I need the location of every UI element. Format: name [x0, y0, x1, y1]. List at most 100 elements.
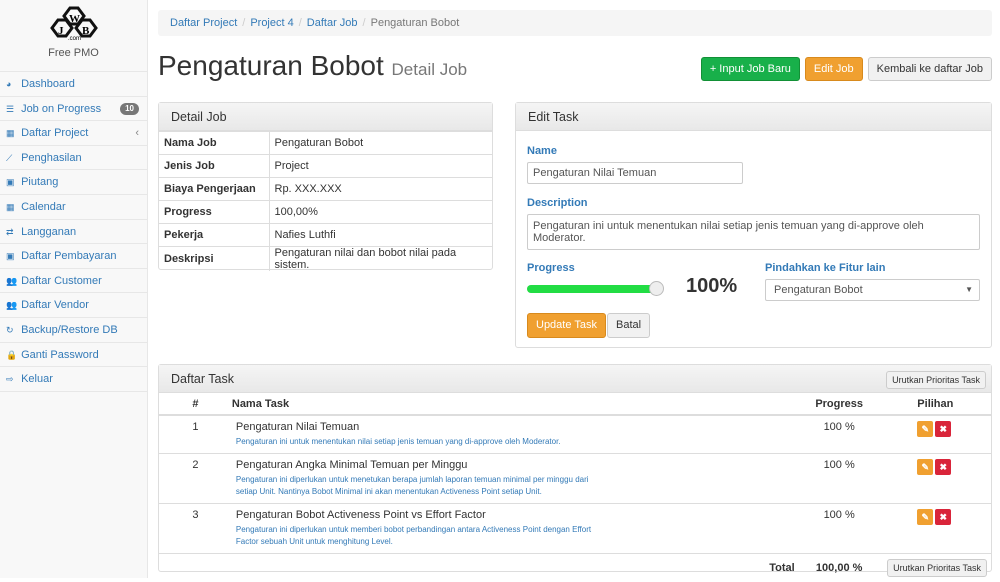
svg-text:B: B — [82, 25, 90, 37]
detail-key: Deskripsi — [159, 247, 269, 272]
breadcrumb-daftar-job[interactable]: Daftar Job — [307, 17, 358, 29]
task-list-panel: Daftar Task Urutkan Prioritas Task # Nam… — [158, 364, 992, 572]
detail-key: Progress — [159, 201, 269, 224]
sidebar-item-label: Calendar — [21, 201, 66, 213]
sidebar-item-piutang[interactable]: ▣ Piutang — [0, 170, 147, 195]
col-task-name: Nama Task — [232, 393, 799, 415]
caret-down-icon: ▼ — [965, 280, 973, 300]
sidebar-item-backup-restore-db[interactable]: ↻ Backup/Restore DB — [0, 318, 147, 343]
table-row: 3 Pengaturan Bobot Activeness Point vs E… — [159, 504, 991, 554]
calendar-icon: ▦ — [6, 195, 18, 219]
chevron-left-icon[interactable]: ‹ — [135, 121, 139, 145]
svg-text:.com: .com — [68, 36, 81, 42]
sidebar-item-daftar-project[interactable]: ▦ Daftar Project‹ — [0, 121, 147, 146]
sidebar-item-dashboard[interactable]: ◕ Dashboard — [0, 72, 147, 97]
task-description: Pengaturan ini diperlukan untuk menetuka… — [236, 474, 599, 498]
progress-slider-handle[interactable] — [649, 281, 664, 296]
task-description: Pengaturan ini diperlukan untuk memberi … — [236, 524, 599, 548]
sign-out-icon: ⇨ — [6, 367, 18, 391]
sidebar-item-daftar-pembayaran[interactable]: ▣ Daftar Pembayaran — [0, 244, 147, 269]
breadcrumb-project[interactable]: Project 4 — [250, 17, 293, 29]
move-feature-select[interactable]: Pengaturan Bobot▼ — [765, 279, 980, 301]
sidebar-item-daftar-customer[interactable]: 👥 Daftar Customer — [0, 269, 147, 294]
task-table: # Nama Task Progress Pilihan 1 Pengatura… — [159, 393, 991, 582]
sidebar-item-label: Daftar Vendor — [21, 299, 89, 311]
detail-value: Project — [269, 155, 492, 178]
sidebar: J W B .com Free PMO ◕ Dashboard☰ Job on … — [0, 0, 148, 578]
detail-value: Pengaturan nilai dan bobot nilai pada si… — [269, 247, 492, 272]
delete-icon[interactable]: ✖ — [935, 421, 951, 437]
task-progress: 100 % — [799, 415, 880, 454]
cancel-button[interactable]: Batal — [607, 313, 650, 338]
task-number: 2 — [159, 454, 232, 504]
sidebar-item-daftar-vendor[interactable]: 👥 Daftar Vendor — [0, 293, 147, 318]
task-name: Pengaturan Bobot Activeness Point vs Eff… — [236, 509, 599, 521]
line-chart-icon: ⟋ — [6, 146, 18, 170]
progress-slider[interactable] — [527, 285, 657, 293]
edit-icon[interactable]: ✎ — [917, 421, 933, 437]
edit-job-button[interactable]: Edit Job — [805, 57, 863, 81]
detail-key: Nama Job — [159, 132, 269, 155]
back-to-job-list-button[interactable]: Kembali ke daftar Job — [868, 57, 992, 81]
progress-slider-fill — [527, 285, 657, 293]
table-row: 2 Pengaturan Angka Minimal Temuan per Mi… — [159, 454, 991, 504]
sidebar-item-penghasilan[interactable]: ⟋ Penghasilan — [0, 146, 147, 171]
breadcrumb-current: Pengaturan Bobot — [371, 17, 460, 29]
task-description: Pengaturan ini untuk menentukan nilai se… — [236, 436, 599, 448]
svg-text:W: W — [69, 13, 80, 25]
jwb-logo-icon: J W B .com — [44, 6, 104, 42]
detail-key: Jenis Job — [159, 155, 269, 178]
breadcrumb-daftar-project[interactable]: Daftar Project — [170, 17, 237, 29]
page-subtitle: Detail Job — [392, 60, 468, 79]
panel-title: Detail Job — [159, 103, 492, 131]
count-badge: 10 — [120, 103, 139, 115]
sort-priority-button[interactable]: Urutkan Prioritas Task — [886, 371, 986, 389]
sort-priority-button-bottom[interactable]: Urutkan Prioritas Task — [887, 559, 987, 577]
name-label: Name — [527, 145, 557, 157]
sidebar-item-label: Daftar Pembayaran — [21, 250, 116, 262]
task-progress: 100 % — [799, 454, 880, 504]
panel-title: Edit Task — [516, 103, 991, 131]
detail-key: Pekerja — [159, 224, 269, 247]
delete-icon[interactable]: ✖ — [935, 459, 951, 475]
page-title: Pengaturan Bobot Detail Job — [158, 50, 467, 82]
edit-icon[interactable]: ✎ — [917, 459, 933, 475]
progress-value: 100% — [686, 275, 737, 298]
sidebar-item-label: Backup/Restore DB — [21, 324, 118, 336]
description-label: Description — [527, 197, 588, 209]
app-name: Free PMO — [0, 47, 147, 59]
move-feature-label: Pindahkan ke Fitur lain — [765, 262, 885, 274]
sidebar-item-ganti-password[interactable]: 🔒 Ganti Password — [0, 343, 147, 368]
detail-value: 100,00% — [269, 201, 492, 224]
lock-icon: 🔒 — [6, 343, 18, 367]
col-progress: Progress — [799, 393, 880, 415]
edit-icon[interactable]: ✎ — [917, 509, 933, 525]
tasks-icon: ☰ — [6, 97, 18, 121]
input-job-baru-button[interactable]: + Input Job Baru — [701, 57, 800, 81]
task-name: Pengaturan Angka Minimal Temuan per Ming… — [236, 459, 599, 471]
users-icon: 👥 — [6, 269, 18, 293]
update-task-button[interactable]: Update Task — [527, 313, 606, 338]
sidebar-item-calendar[interactable]: ▦ Calendar — [0, 195, 147, 220]
money-icon: ▣ — [6, 244, 18, 268]
sidebar-item-keluar[interactable]: ⇨ Keluar — [0, 367, 147, 392]
logo[interactable]: J W B .com Free PMO — [0, 0, 147, 72]
task-progress: 100 % — [799, 504, 880, 554]
sidebar-item-label: Penghasilan — [21, 152, 82, 164]
description-textarea[interactable]: Pengaturan ini untuk menentukan nilai se… — [527, 214, 980, 250]
refresh-icon: ↻ — [6, 318, 18, 342]
name-input[interactable]: Pengaturan Nilai Temuan — [527, 162, 743, 184]
sidebar-item-label: Piutang — [21, 176, 58, 188]
delete-icon[interactable]: ✖ — [935, 509, 951, 525]
sidebar-item-langganan[interactable]: ⇄ Langganan — [0, 220, 147, 245]
edit-task-panel: Edit Task Name Pengaturan Nilai Temuan D… — [515, 102, 992, 348]
table-icon: ▦ — [6, 121, 18, 145]
